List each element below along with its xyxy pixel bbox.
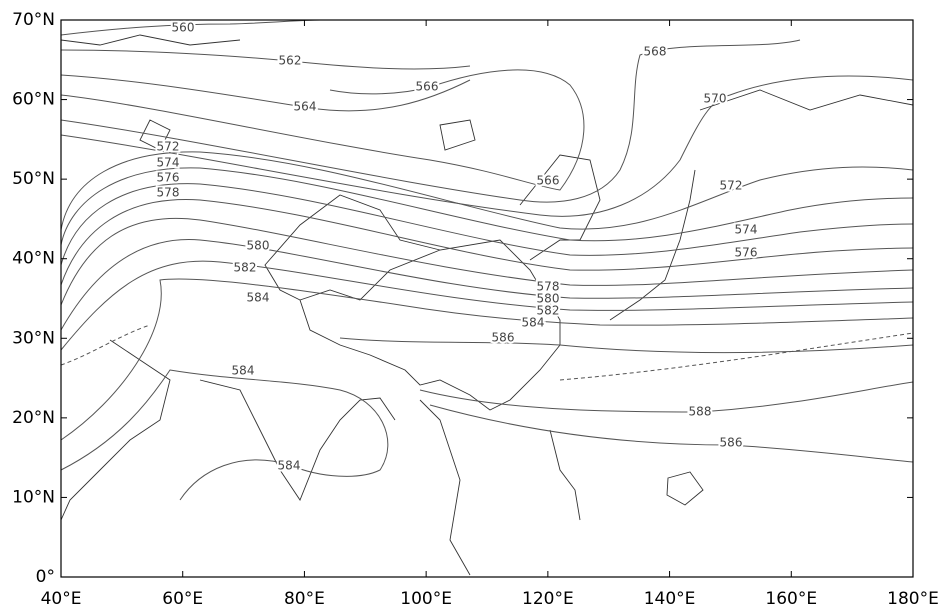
contour-label: 562 [279,54,302,68]
contour-label: 586 [720,436,743,450]
map-frame [60,19,914,578]
lon-label: 160°E [765,589,817,609]
contour-line [60,74,471,112]
contour-label: 566 [416,80,439,94]
coastlines [60,34,914,576]
contour-label: 572 [157,140,180,154]
lat-label: 40°N [12,249,55,269]
coastline [139,119,704,506]
contour-label: 588 [689,405,712,419]
lon-label: 80°E [284,589,325,609]
coastline [264,194,441,301]
contour-label: 584 [522,316,545,330]
contour-label: 580 [537,292,560,306]
contour-line [60,369,389,501]
contour-line [60,39,801,203]
contour-line [429,404,914,463]
contour-line [60,278,914,441]
contour-label: 572 [720,179,743,193]
contour-label: 576 [735,246,758,260]
contour-label: 584 [278,459,301,473]
contour-line [60,49,471,70]
lat-label: 0° [36,567,55,587]
labels: 70°N 60°N 50°N 40°N 30°N 20°N 10°N 0°40°E 60°E 80… [12,10,938,609]
contour-line [60,260,914,351]
contour-line [60,19,321,36]
contour-label: 570 [704,92,727,106]
contours [60,19,914,501]
lon-label: 100°E [400,589,452,609]
contour-label: 574 [157,156,180,170]
lat-label: 20°N [12,408,55,428]
lat-label: 10°N [12,487,55,507]
contour-label: 560 [172,21,195,35]
contour-label: 586 [492,331,515,345]
contour-label: 566 [537,174,560,188]
lon-label: 140°E [644,589,696,609]
contour-label: 584 [232,364,255,378]
contour-line [60,324,914,381]
coastline [419,399,471,576]
contour-line [60,75,914,217]
contour-line [60,69,585,191]
contour-label: 584 [247,291,270,305]
lat-label: 70°N [12,10,55,30]
contour-line [60,183,914,266]
contour-label: 574 [735,223,758,237]
lon-label: 120°E [522,589,574,609]
coastline [199,379,396,501]
coastline [609,169,696,321]
lon-label: 180°E [887,589,938,609]
coastline [549,429,581,521]
contour-label: 578 [537,280,560,294]
contour-line [60,151,914,231]
contour-line [60,167,914,246]
contour-line [60,239,914,331]
contour-label: 582 [537,304,560,318]
lat-label: 60°N [12,90,55,110]
contour-label: 568 [644,45,667,59]
contour-line [60,199,914,286]
contour-label: 582 [234,261,257,275]
contour-label: 576 [157,171,180,185]
contour-line [339,337,914,353]
coastline [299,239,561,411]
contour-line [419,381,914,413]
contour-label: 564 [294,100,317,114]
contour-label: 578 [157,186,180,200]
contour-line [60,217,914,306]
contour-label: 580 [247,239,270,253]
lat-label: 50°N [12,169,55,189]
lon-label: 40°E [41,589,82,609]
coastline [60,339,171,521]
coastline [519,154,601,261]
lat-label: 30°N [12,328,55,348]
coastline [60,34,914,111]
lon-label: 60°E [162,589,203,609]
